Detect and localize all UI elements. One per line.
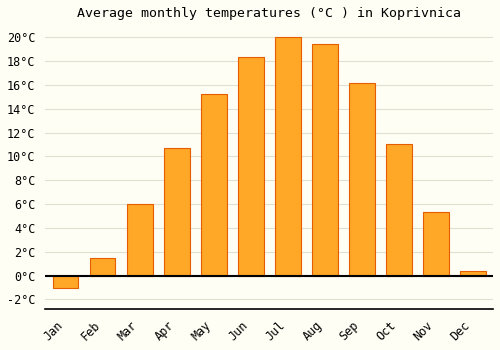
Bar (238, 57, 264, 276)
Title: Average monthly temperatures (°C ) in Koprivnica: Average monthly temperatures (°C ) in Ko… (77, 7, 461, 20)
Bar (460, 271, 485, 276)
Bar (200, 94, 226, 276)
Bar (312, 44, 338, 276)
Bar (386, 145, 411, 276)
Bar (422, 212, 448, 276)
Bar (126, 204, 152, 276)
Bar (348, 83, 374, 276)
Bar (274, 37, 300, 276)
Bar (164, 148, 190, 276)
Bar (90, 258, 116, 276)
Bar (52, 276, 78, 288)
